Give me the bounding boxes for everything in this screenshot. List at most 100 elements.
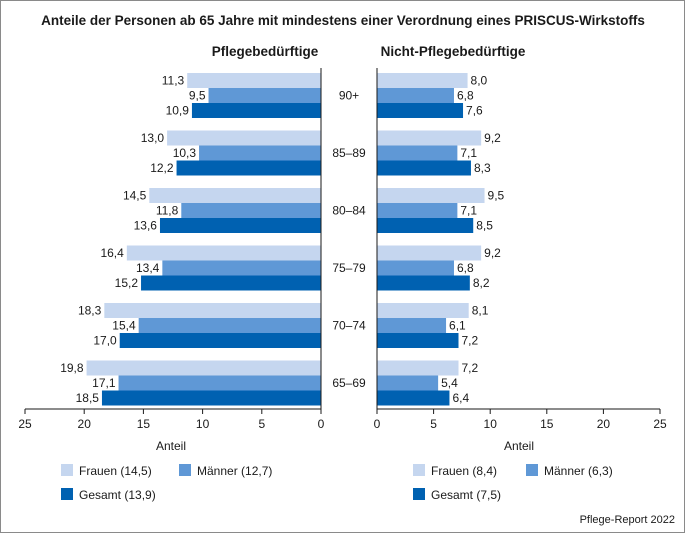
value-label-0-maenner-1: 10,3 (173, 146, 197, 160)
category-label-4: 70–74 (332, 319, 366, 333)
bar-0-gesamt-1 (176, 160, 321, 176)
value-label-1-gesamt-0: 7,6 (466, 104, 483, 118)
bar-0-frauen-1 (167, 130, 321, 146)
value-label-0-maenner-3: 13,4 (136, 261, 160, 275)
category-label-5: 65–69 (332, 376, 366, 390)
legend-swatch-1-maenner (526, 464, 538, 476)
value-label-1-maenner-3: 6,8 (457, 261, 474, 275)
tick-label-1-4: 20 (597, 417, 611, 431)
tick-label-0-2: 10 (196, 417, 210, 431)
chart-title: Anteile der Personen ab 65 Jahre mit min… (41, 13, 645, 28)
value-label-0-frauen-1: 13,0 (141, 131, 165, 145)
bar-0-maenner-2 (181, 203, 321, 218)
bar-1-frauen-2 (377, 188, 485, 203)
tick-label-1-1: 5 (430, 417, 437, 431)
bar-1-maenner-1 (377, 145, 458, 161)
tick-label-0-1: 5 (258, 417, 265, 431)
value-label-1-maenner-4: 6,1 (449, 319, 466, 333)
legend-swatch-1-frauen (413, 464, 425, 476)
bar-1-maenner-0 (377, 88, 454, 103)
axis-label-1: Anteil (504, 439, 534, 453)
legend-swatch-0-maenner (179, 464, 191, 476)
value-label-1-gesamt-2: 8,5 (476, 219, 493, 233)
value-label-0-gesamt-3: 15,2 (115, 276, 139, 290)
bar-0-gesamt-3 (141, 275, 321, 291)
panel-title-0: Pflegebedürftige (212, 44, 319, 59)
bar-0-gesamt-4 (119, 333, 321, 348)
value-label-1-maenner-0: 6,8 (457, 89, 474, 103)
value-label-1-frauen-0: 8,0 (471, 74, 488, 88)
bar-0-gesamt-0 (191, 103, 321, 118)
bar-0-frauen-5 (86, 360, 322, 376)
value-label-0-gesamt-5: 18,5 (76, 391, 100, 405)
value-label-1-maenner-1: 7,1 (460, 146, 477, 160)
bar-1-gesamt-5 (377, 390, 450, 406)
tick-label-0-5: 25 (18, 417, 32, 431)
bar-1-frauen-0 (377, 73, 468, 88)
bar-1-frauen-4 (377, 303, 469, 318)
legend-label-1-gesamt: Gesamt (7,5) (431, 488, 501, 502)
value-label-1-gesamt-1: 8,3 (474, 161, 491, 175)
legend-label-0-frauen: Frauen (14,5) (79, 464, 152, 478)
value-label-0-frauen-2: 14,5 (123, 189, 147, 203)
bar-0-frauen-0 (187, 73, 321, 88)
bar-0-maenner-4 (138, 318, 321, 333)
value-label-0-gesamt-4: 17,0 (93, 334, 117, 348)
bar-1-frauen-1 (377, 130, 482, 146)
tick-label-1-3: 15 (540, 417, 554, 431)
tick-label-1-0: 0 (374, 417, 381, 431)
value-label-0-frauen-5: 19,8 (60, 361, 84, 375)
category-label-0: 90+ (339, 89, 359, 103)
value-label-1-frauen-2: 9,5 (488, 189, 505, 203)
value-label-0-gesamt-2: 13,6 (134, 219, 158, 233)
bar-0-maenner-3 (162, 260, 321, 276)
tick-label-0-3: 15 (137, 417, 151, 431)
value-label-0-maenner-4: 15,4 (112, 319, 136, 333)
category-label-1: 85–89 (332, 146, 366, 160)
legend-label-0-maenner: Männer (12,7) (197, 464, 272, 478)
value-label-0-frauen-3: 16,4 (100, 246, 124, 260)
bar-1-frauen-3 (377, 245, 482, 261)
value-label-0-maenner-5: 17,1 (92, 376, 116, 390)
category-label-3: 75–79 (332, 261, 366, 275)
legend-label-1-frauen: Frauen (8,4) (431, 464, 497, 478)
tick-label-0-4: 20 (78, 417, 92, 431)
bar-0-frauen-4 (104, 303, 321, 318)
bar-0-frauen-2 (149, 188, 321, 203)
value-label-1-frauen-3: 9,2 (484, 246, 501, 260)
bar-0-gesamt-5 (101, 390, 322, 406)
tick-label-1-2: 10 (484, 417, 498, 431)
tick-label-1-5: 25 (653, 417, 667, 431)
value-label-0-frauen-4: 18,3 (78, 304, 102, 318)
value-label-0-frauen-0: 11,3 (162, 74, 185, 88)
source-note: Pflege-Report 2022 (580, 514, 675, 526)
tick-label-0-0: 0 (318, 417, 325, 431)
bar-1-maenner-5 (377, 375, 439, 391)
legend-swatch-1-gesamt (413, 488, 425, 500)
panel-title-1: Nicht-Pflegebedürftige (381, 44, 526, 59)
bar-0-maenner-0 (208, 88, 321, 103)
axis-label-0: Anteil (156, 439, 186, 453)
value-label-0-maenner-2: 11,8 (156, 204, 179, 218)
bar-1-gesamt-3 (377, 275, 470, 291)
bar-1-maenner-3 (377, 260, 454, 276)
value-label-1-gesamt-4: 7,2 (462, 334, 479, 348)
bar-1-maenner-2 (377, 203, 458, 218)
bar-1-gesamt-0 (377, 103, 464, 118)
legend-swatch-0-gesamt (61, 488, 73, 500)
bar-1-gesamt-2 (377, 218, 474, 233)
value-label-0-gesamt-0: 10,9 (166, 104, 190, 118)
value-label-0-gesamt-1: 12,2 (150, 161, 174, 175)
legend-swatch-0-frauen (61, 464, 73, 476)
value-label-1-frauen-5: 7,2 (462, 361, 479, 375)
bar-0-frauen-3 (126, 245, 321, 261)
category-label-2: 80–84 (332, 204, 366, 218)
value-label-1-frauen-4: 8,1 (472, 304, 489, 318)
bar-1-frauen-5 (377, 360, 459, 376)
bar-1-gesamt-4 (377, 333, 459, 348)
value-label-0-maenner-0: 9,5 (189, 89, 206, 103)
legend-label-0-gesamt: Gesamt (13,9) (79, 488, 156, 502)
bar-0-gesamt-2 (159, 218, 321, 233)
